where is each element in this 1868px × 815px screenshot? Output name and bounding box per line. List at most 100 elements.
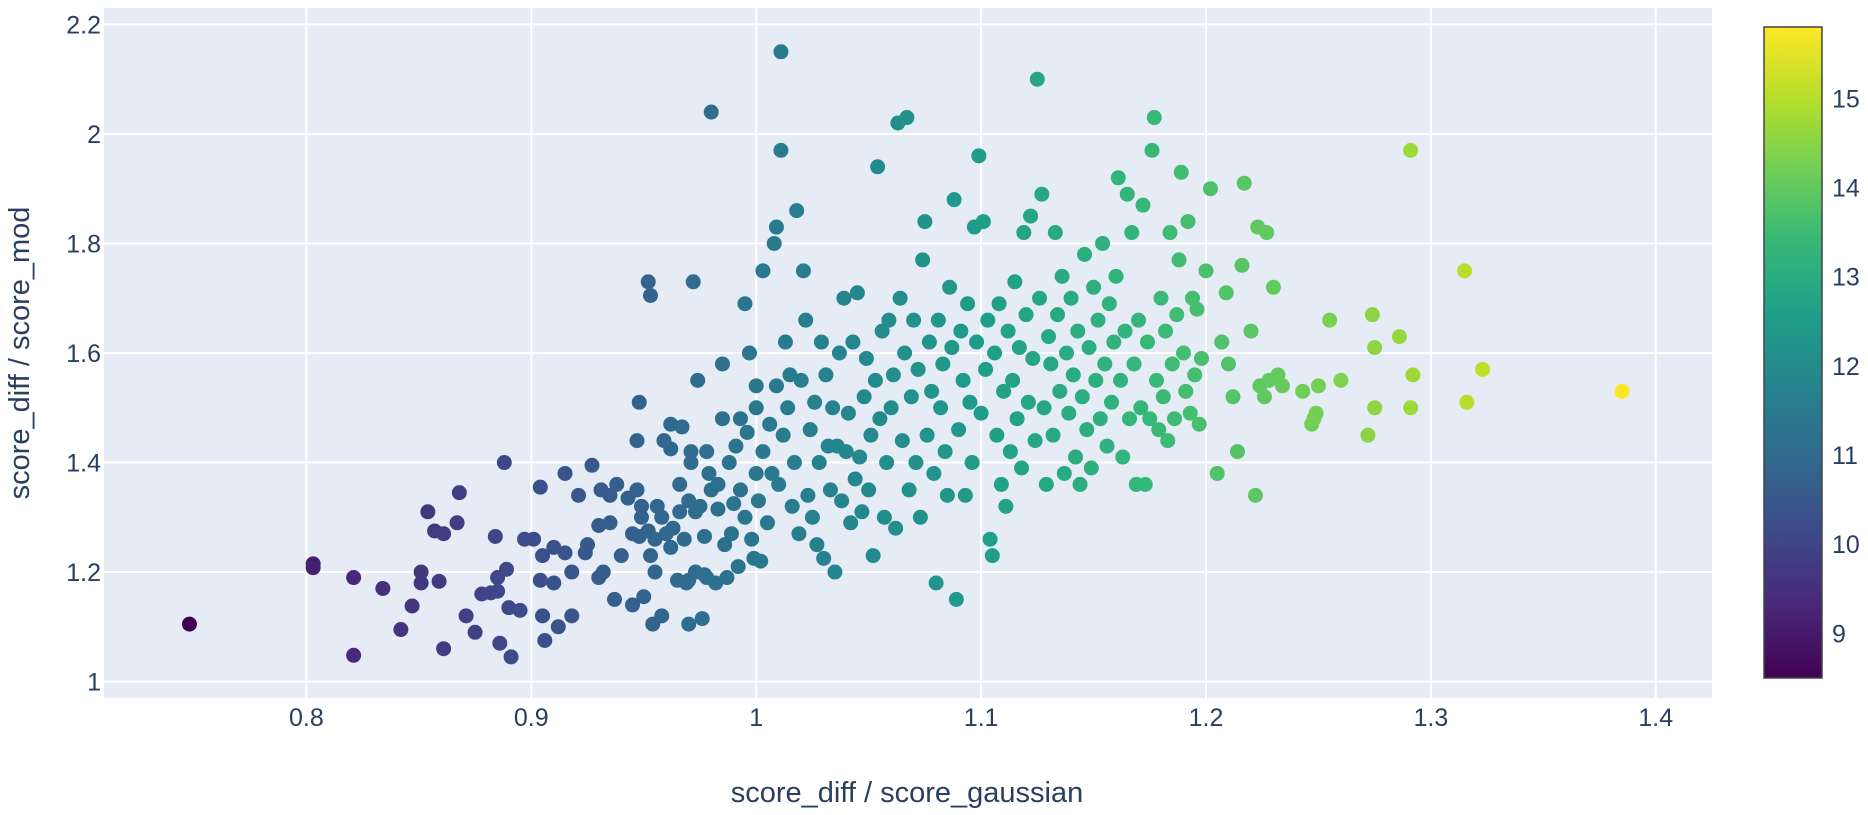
scatter-point <box>908 455 924 471</box>
scatter-point <box>786 455 802 471</box>
scatter-point <box>672 476 688 492</box>
scatter-point <box>885 367 901 383</box>
scatter-point <box>800 487 816 503</box>
scatter-point <box>881 312 897 328</box>
scatter-point <box>975 214 991 230</box>
scatter-point <box>710 501 726 517</box>
scatter-point <box>683 444 699 460</box>
scatter-point <box>1202 181 1218 197</box>
scatter-point <box>816 550 832 566</box>
scatter-point <box>1104 394 1120 410</box>
scatter-point <box>827 564 843 580</box>
data-points <box>181 44 1630 665</box>
scatter-point <box>888 520 904 536</box>
scatter-point <box>1047 225 1063 241</box>
scatter-point <box>1056 465 1072 481</box>
scatter-point <box>1322 312 1338 328</box>
scatter-point <box>879 455 895 471</box>
y-tick-label: 1.8 <box>66 230 101 258</box>
scatter-point <box>1083 460 1099 476</box>
scatter-point <box>912 509 928 525</box>
scatter-point <box>928 575 944 591</box>
scatter-point <box>674 419 690 435</box>
scatter-point <box>897 345 913 361</box>
y-tick-label: 2 <box>87 121 101 149</box>
scatter-point <box>892 290 908 306</box>
scatter-point <box>609 476 625 492</box>
scatter-point <box>764 465 780 481</box>
scatter-point <box>526 531 542 547</box>
scatter-point <box>845 334 861 350</box>
scatter-point <box>512 602 528 618</box>
scatter-point <box>926 465 942 481</box>
scatter-point <box>773 44 789 60</box>
scatter-point <box>989 427 1005 443</box>
x-tick-label: 1 <box>749 704 763 732</box>
scatter-point <box>748 400 764 416</box>
scatter-point <box>1142 411 1158 427</box>
scatter-point <box>802 422 818 438</box>
scatter-point <box>1079 422 1095 438</box>
scatter-point <box>703 104 719 120</box>
scatter-point <box>607 591 623 607</box>
scatter-point <box>1092 411 1108 427</box>
scatter-point <box>809 537 825 553</box>
scatter-point <box>1151 422 1167 438</box>
scatter-point <box>973 405 989 421</box>
scatter-point <box>1364 307 1380 323</box>
scatter-point <box>1072 476 1088 492</box>
scatter-point <box>982 531 998 547</box>
scatter-point <box>856 389 872 405</box>
scatter-point <box>811 455 827 471</box>
scatter-point <box>1036 400 1052 416</box>
scatter-point <box>960 296 976 312</box>
scatter-point <box>831 345 847 361</box>
scatter-point <box>766 235 782 251</box>
scatter-point <box>768 219 784 235</box>
scatter-point <box>942 279 958 295</box>
scatter-point <box>730 559 746 575</box>
scatter-point <box>861 482 877 498</box>
scatter-point <box>849 285 865 301</box>
scatter-point <box>777 334 793 350</box>
scatter-point <box>1131 312 1147 328</box>
scatter-point <box>723 526 739 542</box>
scatter-point <box>1405 367 1421 383</box>
x-tick-label: 1.1 <box>964 704 999 732</box>
scatter-point <box>872 411 888 427</box>
scatter-point <box>676 531 692 547</box>
colorbar-gradient <box>1763 26 1823 679</box>
scatter-point <box>699 444 715 460</box>
scatter-point <box>1101 296 1117 312</box>
scatter-point <box>1167 411 1183 427</box>
scatter-point <box>741 345 757 361</box>
scatter-point <box>1007 274 1023 290</box>
scatter-point <box>1063 290 1079 306</box>
scatter-point <box>1122 411 1138 427</box>
scatter-point <box>490 583 506 599</box>
scatter-point <box>1178 383 1194 399</box>
scatter-point <box>1333 372 1349 388</box>
scatter-point <box>1009 411 1025 427</box>
scatter-point <box>532 479 548 495</box>
scatter-point <box>1209 465 1225 481</box>
scatter-point <box>458 608 474 624</box>
scatter-point <box>1061 405 1077 421</box>
scatter-point <box>499 561 515 577</box>
scatter-point <box>557 465 573 481</box>
scatter-point <box>910 361 926 377</box>
scatter-point <box>906 312 922 328</box>
scatter-point <box>915 252 931 268</box>
scatter-point <box>663 539 679 555</box>
scatter-point <box>1236 175 1252 191</box>
scatter-point <box>804 509 820 525</box>
scatter-point <box>935 356 951 372</box>
scatter-point <box>937 444 953 460</box>
scatter-point <box>1041 329 1057 345</box>
scatter-point <box>1032 290 1048 306</box>
scatter-point <box>714 356 730 372</box>
scatter-point <box>1016 225 1032 241</box>
scatter-point <box>750 493 766 509</box>
scatter-point <box>1054 268 1070 284</box>
scatter-point <box>1097 356 1113 372</box>
